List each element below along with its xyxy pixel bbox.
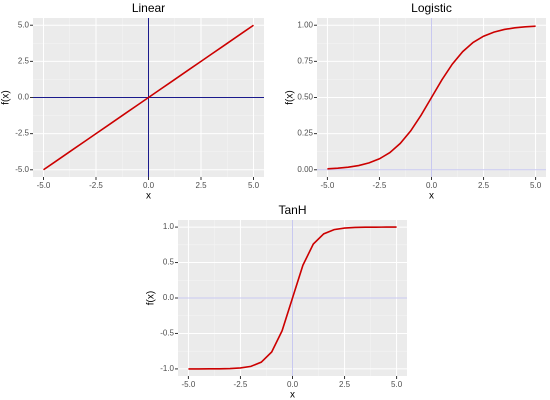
- y-tick-label: 0.0: [163, 293, 175, 302]
- chart-title: Linear: [132, 1, 165, 15]
- y-tick-label: -1.0: [160, 364, 174, 373]
- x-axis-label: x: [429, 191, 434, 202]
- function-line: [43, 24, 254, 171]
- y-tick-label: -0.5: [160, 329, 174, 338]
- x-axis-label: x: [290, 390, 295, 400]
- x-tick-label: -2.5: [89, 181, 103, 190]
- function-line: [188, 226, 397, 370]
- function-line: [327, 25, 536, 170]
- x-axis-label: x: [146, 191, 151, 202]
- y-tick-label: -2.5: [15, 129, 29, 138]
- x-tick-label: -2.5: [373, 181, 387, 190]
- x-tick-label: 2.5: [195, 181, 207, 190]
- y-tick-label: 5.0: [18, 20, 30, 29]
- y-tick-label: 1.00: [297, 20, 313, 29]
- y-tick-label: 0.00: [297, 165, 313, 174]
- y-axis-label: f(x): [146, 291, 157, 305]
- x-tick-label: -5.0: [37, 181, 51, 190]
- y-axis-label: f(x): [285, 90, 296, 104]
- y-tick-label: 0.25: [297, 129, 313, 138]
- x-tick-label: 0.0: [426, 181, 438, 190]
- y-tick-label: 0.75: [297, 56, 313, 65]
- x-tick-label: 0.0: [143, 181, 155, 190]
- x-tick-label: 2.5: [478, 181, 490, 190]
- chart-title: TanH: [278, 203, 306, 217]
- x-tick-label: 5.0: [248, 181, 260, 190]
- y-tick-label: 0.50: [297, 93, 313, 102]
- x-tick-label: 0.0: [287, 380, 299, 389]
- chart-title: Logistic: [411, 1, 452, 15]
- y-axis-label: f(x): [1, 90, 12, 104]
- x-tick-label: -2.5: [234, 380, 248, 389]
- y-tick-label: -5.0: [15, 165, 29, 174]
- y-tick-label: 2.5: [18, 56, 30, 65]
- y-tick-label: 0.0: [18, 93, 30, 102]
- x-tick-label: 5.0: [391, 380, 403, 389]
- x-tick-label: 5.0: [530, 181, 542, 190]
- y-tick-label: 1.0: [163, 222, 175, 231]
- x-tick-label: 2.5: [339, 380, 351, 389]
- x-tick-label: -5.0: [182, 380, 196, 389]
- x-tick-label: -5.0: [321, 181, 335, 190]
- y-tick-label: 0.5: [163, 258, 175, 267]
